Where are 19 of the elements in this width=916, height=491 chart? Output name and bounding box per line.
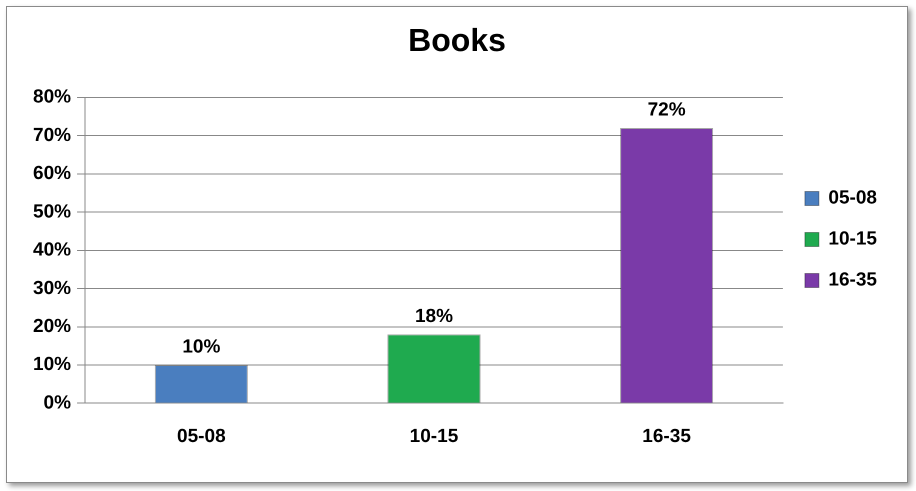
y-tick-label: 70% — [32, 124, 72, 146]
x-tick-label: 16-35 — [642, 426, 692, 447]
data-label: 18% — [414, 306, 454, 328]
y-tick-label: 0% — [44, 392, 72, 414]
legend-label: 05-08 — [828, 188, 878, 209]
x-tick-label: 10-15 — [410, 426, 459, 447]
y-tick-label: 80% — [32, 86, 72, 108]
legend-label: 16-35 — [828, 270, 878, 291]
y-tick-label: 40% — [32, 240, 72, 261]
y-tick-label: 20% — [32, 316, 72, 337]
y-tick-label: 30% — [32, 278, 72, 299]
y-tick-label: 60% — [32, 163, 72, 184]
chart-title: Books — [408, 22, 506, 58]
data-label: 10% — [182, 336, 220, 358]
y-tick-label: 50% — [32, 201, 72, 222]
y-tick-label: 10% — [32, 354, 72, 376]
x-tick-label: 05-08 — [177, 426, 226, 447]
legend-label: 10-15 — [828, 228, 878, 250]
data-label: 72% — [648, 100, 686, 121]
